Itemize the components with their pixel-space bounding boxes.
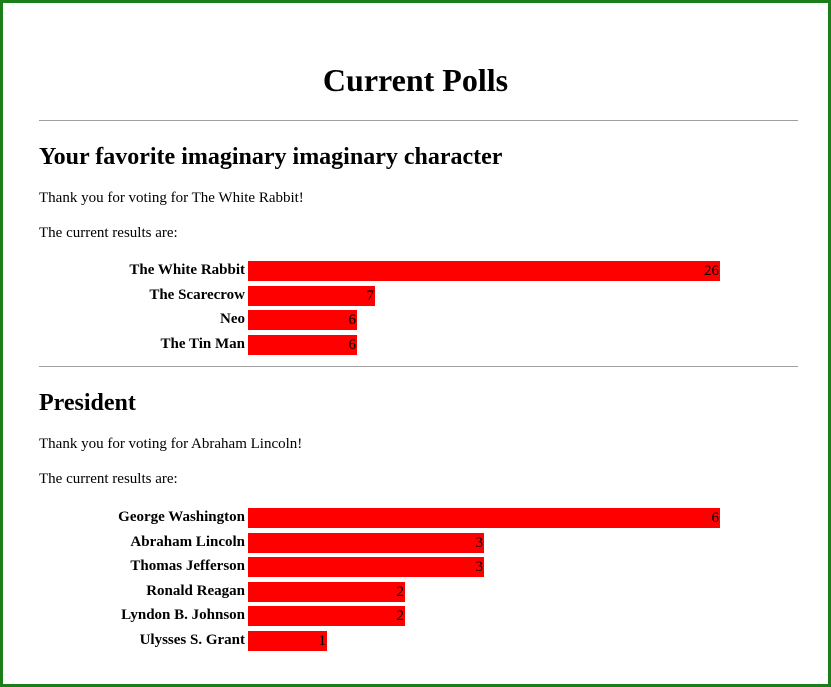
vote-count: 6 [348, 336, 357, 353]
poll-results: George Washington 6 Abraham Lincoln 3 Th… [39, 506, 798, 653]
vote-count: 1 [318, 632, 327, 649]
poll-title: President [39, 390, 136, 416]
vote-count: 2 [396, 583, 405, 600]
poll-results-label: The current results are: [39, 471, 178, 487]
result-row: Ronald Reagan 2 [39, 580, 798, 605]
result-bar: 6 [248, 334, 357, 355]
poll-results: The White Rabbit 26 The Scarecrow 7 Neo … [39, 259, 798, 357]
result-row: Neo 6 [39, 308, 798, 333]
poll-character: Your favorite imaginary imaginary charac… [39, 143, 798, 355]
result-bar: 2 [248, 606, 405, 626]
vote-count: 6 [348, 312, 357, 328]
option-label: Ulysses S. Grant [139, 631, 245, 648]
option-label: Thomas Jefferson [130, 558, 245, 574]
result-row: George Washington 6 [39, 506, 798, 531]
result-bar: 3 [248, 532, 484, 553]
result-bar: 2 [248, 581, 405, 602]
option-label: Neo [220, 311, 245, 327]
option-label: Abraham Lincoln [130, 533, 245, 550]
result-bar: 7 [248, 285, 375, 306]
option-label: Lyndon B. Johnson [121, 607, 245, 623]
result-row: Ulysses S. Grant 1 [39, 629, 798, 654]
vote-count: 7 [366, 287, 375, 304]
poll-results-label: The current results are: [39, 225, 178, 241]
poll-thanks-message: Thank you for voting for The White Rabbi… [39, 190, 304, 206]
vote-count: 3 [475, 534, 484, 551]
result-row: Abraham Lincoln 3 [39, 531, 798, 556]
vote-count: 26 [704, 263, 719, 279]
result-bar: 3 [248, 557, 484, 577]
result-row: Thomas Jefferson 3 [39, 555, 798, 580]
result-bar: 1 [248, 630, 327, 651]
result-bar: 6 [248, 310, 357, 330]
vote-count: 3 [475, 559, 484, 575]
divider [39, 120, 798, 121]
option-label: Ronald Reagan [146, 582, 245, 599]
option-label: The Tin Man [160, 335, 245, 352]
page-title: Current Polls [322, 62, 509, 98]
vote-count: 6 [711, 510, 720, 526]
poll-president: President Thank you for voting for Abrah… [39, 389, 798, 651]
result-bar: 6 [248, 508, 720, 528]
poll-thanks-message: Thank you for voting for Abraham Lincoln… [39, 436, 303, 452]
result-row: Lyndon B. Johnson 2 [39, 604, 798, 629]
option-label: George Washington [118, 509, 245, 525]
result-bar: 26 [248, 261, 720, 281]
result-row: The Scarecrow 7 [39, 284, 798, 309]
option-label: The Scarecrow [149, 286, 245, 303]
poll-title: Your favorite imaginary imaginary charac… [39, 144, 503, 170]
divider [39, 366, 798, 367]
option-label: The White Rabbit [129, 262, 245, 278]
result-row: The Tin Man 6 [39, 333, 798, 358]
result-row: The White Rabbit 26 [39, 259, 798, 284]
vote-count: 2 [396, 608, 405, 624]
